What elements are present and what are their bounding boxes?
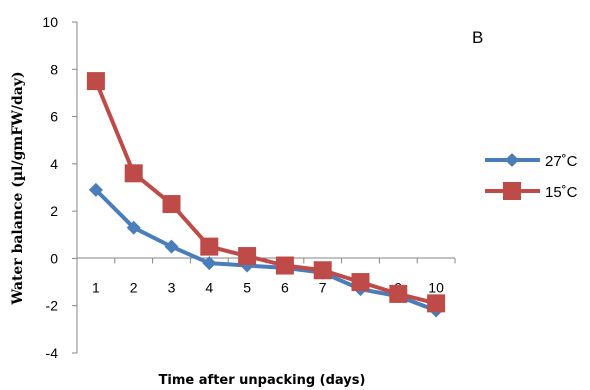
data-point-marker bbox=[313, 261, 332, 280]
x-tick-label: 6 bbox=[281, 279, 289, 295]
data-point-marker bbox=[162, 195, 181, 214]
y-tick-label: 4 bbox=[50, 156, 58, 172]
panel-label: B bbox=[472, 28, 483, 47]
y-axis-ticks: 10 8 6 4 2 0 -2 -4 bbox=[42, 14, 77, 361]
data-point-marker bbox=[427, 294, 446, 313]
data-point-marker bbox=[238, 247, 257, 266]
legend-swatch-marker bbox=[503, 182, 521, 200]
x-tick-label: 10 bbox=[428, 279, 444, 295]
y-tick-label: 10 bbox=[42, 14, 58, 30]
y-tick-label: -4 bbox=[46, 345, 59, 361]
x-tick-label: 4 bbox=[205, 279, 213, 295]
legend-item: 27˚C bbox=[485, 153, 578, 170]
legend-label: 27˚C bbox=[545, 153, 578, 170]
legend-item: 15˚C bbox=[485, 182, 578, 201]
y-tick-label: 2 bbox=[50, 203, 58, 219]
series-layer bbox=[86, 72, 446, 318]
data-point-marker bbox=[202, 256, 217, 271]
x-axis-title: Time after unpacking (days) bbox=[159, 373, 366, 388]
data-point-marker bbox=[124, 164, 143, 183]
series-line bbox=[94, 188, 437, 313]
legend-label: 15˚C bbox=[545, 184, 578, 201]
y-tick-label: -2 bbox=[46, 298, 59, 314]
data-point-marker bbox=[126, 220, 141, 235]
y-tick-label: 0 bbox=[50, 250, 58, 266]
data-point-marker bbox=[389, 284, 408, 303]
legend-swatch-marker bbox=[505, 153, 519, 167]
x-tick-label: 5 bbox=[243, 279, 251, 295]
y-axis-title: Water balance (µl/gmFW/day) bbox=[10, 71, 26, 305]
data-point-marker bbox=[86, 72, 105, 91]
x-tick-label: 7 bbox=[319, 279, 327, 295]
y-tick-label: 6 bbox=[50, 109, 58, 125]
data-point-marker bbox=[351, 273, 370, 292]
data-point-marker bbox=[164, 239, 179, 254]
legend: 27˚C 15˚C bbox=[485, 153, 578, 201]
data-point-marker bbox=[88, 182, 103, 197]
x-tick-label: 2 bbox=[130, 279, 138, 295]
data-point-marker bbox=[200, 237, 219, 256]
series-line bbox=[94, 80, 437, 306]
series-2 bbox=[86, 72, 446, 313]
data-point-marker bbox=[275, 256, 294, 275]
x-tick-label: 3 bbox=[168, 279, 176, 295]
x-tick-label: 1 bbox=[92, 279, 100, 295]
y-tick-label: 8 bbox=[50, 61, 58, 77]
